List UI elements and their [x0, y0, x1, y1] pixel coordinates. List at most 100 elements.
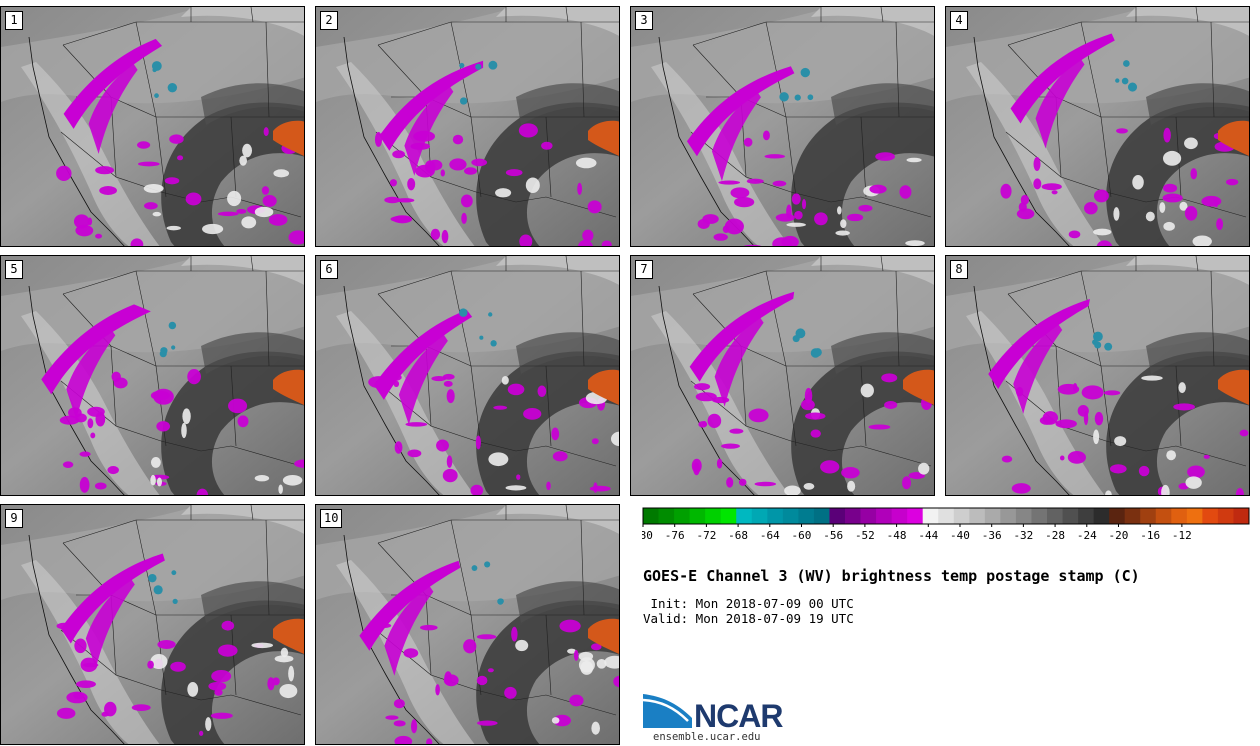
convective-cell	[187, 681, 199, 697]
wv-dark-band	[201, 83, 304, 125]
convective-cell	[237, 415, 249, 428]
convective-cell	[1081, 385, 1104, 400]
panel-label-9: 9	[5, 509, 23, 528]
convective-cell	[1190, 168, 1198, 180]
colorbar-tick-label: -76	[665, 529, 685, 542]
convective-cell	[251, 642, 274, 649]
state-border	[860, 116, 867, 198]
cold-top-cell	[1121, 77, 1129, 85]
colorbar-swatch	[907, 508, 924, 524]
convective-cell	[1068, 230, 1081, 239]
convective-cell	[1166, 450, 1177, 461]
convective-cell	[1213, 198, 1219, 208]
state-border	[895, 270, 900, 367]
panel-label-6: 6	[320, 260, 338, 279]
wv-light-band	[946, 256, 1249, 353]
convective-cell	[1067, 450, 1087, 464]
convective-cell	[444, 671, 453, 685]
colorbar-tick-label: -80	[642, 529, 653, 542]
convective-cell	[393, 720, 406, 727]
ncar-logo-text: NCAR	[694, 698, 783, 730]
panel-label-5: 5	[5, 260, 23, 279]
convective-cell	[288, 665, 295, 682]
convective-cell	[505, 485, 527, 491]
colorbar-tick-label: -16	[1140, 529, 1160, 542]
convective-cell	[156, 421, 171, 432]
cold-top-cell	[151, 61, 162, 71]
convective-cell	[449, 158, 467, 171]
convective-cell	[1105, 490, 1112, 495]
convective-cell	[1173, 403, 1195, 411]
convective-cell	[702, 420, 707, 427]
convective-cell	[569, 694, 584, 707]
convective-cell	[410, 719, 418, 734]
state-border	[545, 365, 552, 447]
convective-cell	[294, 459, 304, 468]
colorbar-swatch	[1140, 508, 1157, 524]
convective-cell	[908, 472, 925, 480]
colorbar-tick-label: -72	[696, 529, 716, 542]
convective-cell	[221, 620, 235, 631]
wv-dry-slot	[161, 600, 304, 744]
convective-cell	[729, 428, 744, 434]
convective-cell	[730, 187, 750, 199]
convective-cell	[436, 439, 449, 452]
convective-cell	[591, 438, 599, 445]
convective-cell	[1000, 183, 1012, 199]
convective-cell	[254, 475, 270, 482]
cold-cloud-jet	[689, 291, 795, 382]
wv-dark-band	[516, 83, 619, 125]
colorbar-swatch	[891, 508, 908, 524]
convective-cell	[1132, 174, 1144, 190]
convective-cell	[228, 398, 248, 414]
convective-cell	[169, 134, 184, 144]
convective-cell	[743, 244, 762, 246]
warm-dry-region	[273, 369, 304, 406]
stamp-panel-3: 3	[630, 6, 935, 247]
convective-cell	[95, 233, 103, 239]
convective-cell	[519, 234, 533, 246]
warm-dry-region	[903, 369, 934, 406]
ncar-logo: NCAR	[642, 694, 784, 730]
stamp-panel-10: 10	[315, 504, 620, 745]
state-border	[155, 365, 167, 447]
convective-cell	[772, 237, 792, 246]
wv-moist-band	[336, 62, 475, 246]
cold-cloud-streak	[384, 585, 434, 676]
convective-cell	[801, 399, 815, 411]
convective-cell	[1163, 127, 1171, 143]
wv-map-1	[1, 7, 304, 246]
state-border	[470, 116, 482, 198]
wv-dry-band	[496, 7, 619, 36]
convective-cell	[1163, 221, 1175, 231]
convective-cell	[803, 483, 815, 490]
wv-dry-slot	[476, 102, 619, 246]
convective-cell	[899, 185, 912, 199]
colorbar-swatch	[813, 508, 830, 524]
convective-cell	[477, 720, 498, 726]
convective-cell	[413, 130, 436, 142]
colorbar-tick-label: -60	[792, 529, 812, 542]
state-border	[860, 365, 867, 447]
convective-cell	[1093, 228, 1112, 236]
state-border	[1210, 21, 1215, 118]
colorbar-swatch	[984, 508, 1001, 524]
wv-map-2	[316, 7, 619, 246]
convective-cell	[1203, 454, 1210, 459]
convective-cell	[428, 159, 443, 171]
convective-cell	[820, 460, 840, 474]
colorbar-tick-label: -64	[760, 529, 780, 542]
wv-dry-band	[181, 505, 304, 534]
convective-cell	[1141, 375, 1163, 381]
convective-cell	[1084, 202, 1098, 215]
convective-cell	[837, 206, 842, 215]
convective-cell	[166, 225, 181, 231]
convective-cell	[274, 655, 294, 663]
cold-cloud-jet	[63, 38, 163, 129]
state-border	[785, 116, 797, 198]
convective-cell	[460, 194, 473, 208]
convective-cell	[261, 186, 270, 195]
convective-cell	[475, 435, 481, 450]
convective-cell	[379, 623, 392, 628]
convective-cell	[368, 376, 389, 389]
